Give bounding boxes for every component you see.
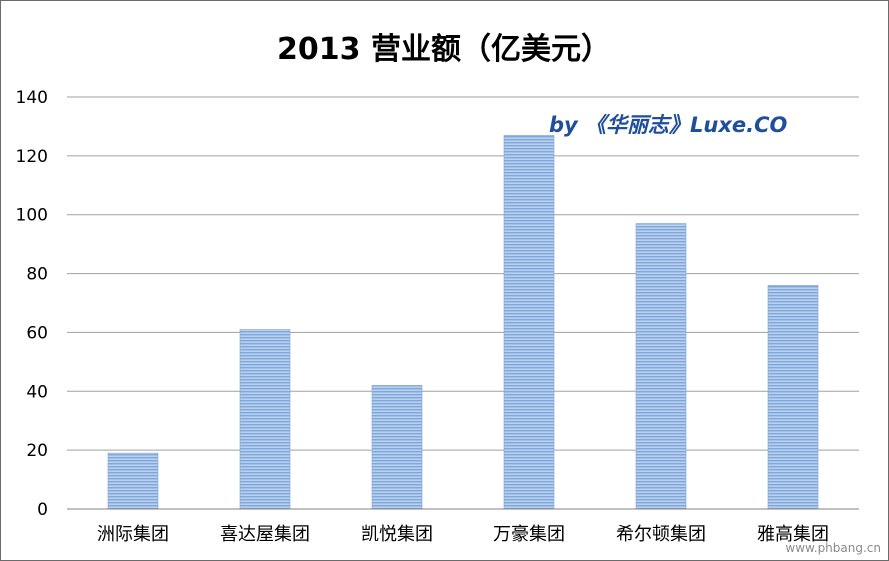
bars (107, 134, 819, 510)
y-tick-label: 100 (16, 206, 48, 226)
bar-5 (635, 223, 687, 510)
bar-4 (503, 134, 555, 510)
x-category-label: 凯悦集团 (361, 524, 433, 545)
y-tick-label: 40 (26, 382, 48, 402)
y-tick-label: 140 (16, 88, 48, 108)
x-axis-category-labels: 洲际集团 喜达屋集团 凯悦集团 万豪集团 希尔顿集团 雅高集团 (97, 524, 829, 545)
chart-title: 2013 营业额（亿美元） (277, 32, 611, 67)
y-tick-label: 80 (26, 265, 48, 285)
y-axis-tick-labels: 0 20 40 60 80 100 120 140 (16, 88, 48, 520)
watermark-site: www.phbang.cn (785, 541, 881, 555)
x-category-label: 洲际集团 (97, 524, 169, 545)
y-tick-label: 120 (16, 147, 48, 167)
x-category-label: 雅高集团 (757, 524, 829, 545)
x-category-label: 万豪集团 (493, 524, 565, 545)
bar-6 (767, 285, 819, 510)
gridlines (67, 96, 859, 451)
source-annotation: by 《华丽志》Luxe.CO (549, 113, 788, 137)
y-tick-label: 20 (26, 441, 48, 461)
x-category-label: 希尔顿集团 (616, 524, 706, 545)
y-tick-label: 60 (26, 323, 48, 343)
y-tick-label: 0 (37, 500, 48, 520)
bar-1 (107, 452, 159, 510)
bar-2 (239, 329, 291, 510)
x-category-label: 喜达屋集团 (220, 524, 310, 545)
bar-3 (371, 385, 423, 510)
